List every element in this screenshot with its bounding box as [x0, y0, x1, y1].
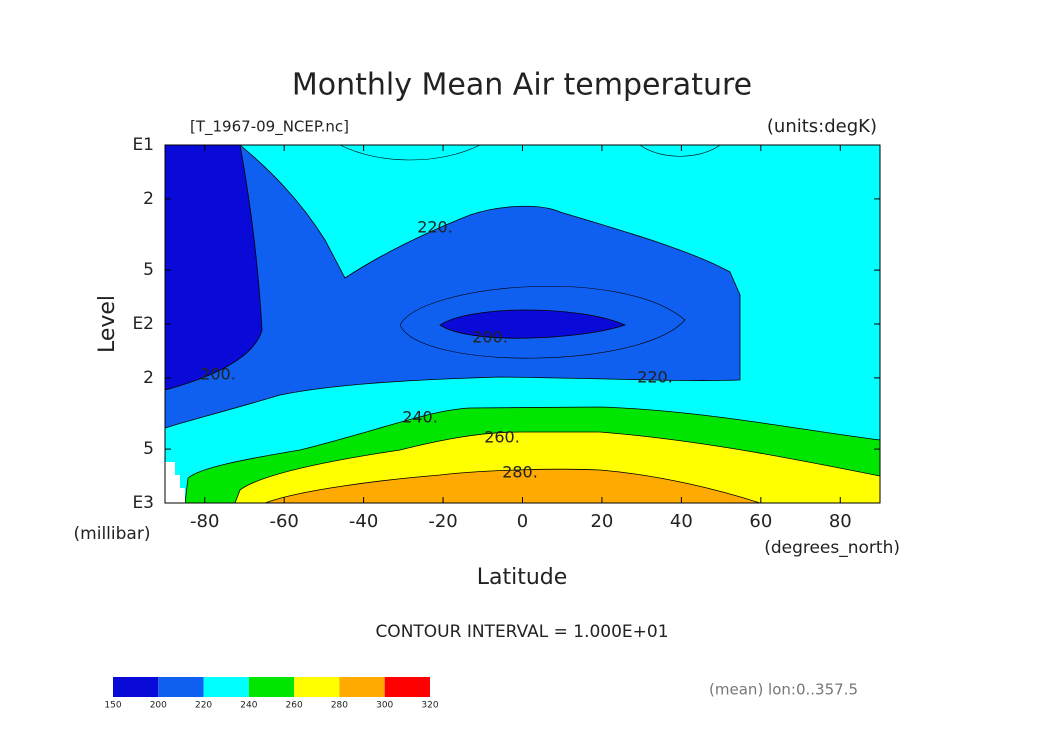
colorbar-box	[384, 677, 430, 697]
contour-label: 260.	[484, 428, 520, 447]
colorbar-box	[203, 677, 249, 697]
x-axis-label: Latitude	[477, 565, 568, 590]
axes: -80 -60 -40 -20 0 20 40 60 80 E3 5 2 E2 5 2 E1	[132, 135, 880, 532]
units-label: (units:degK)	[767, 116, 877, 137]
colorbar-label: 260	[286, 701, 303, 711]
colorbar-label: 320	[421, 701, 438, 711]
contour-region	[164, 144, 263, 391]
x-tick-label: -40	[349, 511, 378, 532]
y-units: (millibar)	[74, 524, 151, 544]
file-label: [T_1967-09_NCEP.nc]	[190, 118, 349, 137]
note: (mean) lon:0..357.5	[709, 681, 858, 699]
colorbar-label: 280	[331, 701, 348, 711]
x-tick-label: 20	[590, 511, 613, 532]
colorbar-label: 240	[240, 701, 257, 711]
colorbar-box	[248, 677, 295, 697]
x-tick-label: 40	[670, 511, 693, 532]
contour-label: 200.	[200, 365, 236, 384]
contour-label: 220.	[637, 368, 673, 387]
y-tick-label: E3	[132, 493, 154, 513]
contour-label: 280.	[502, 463, 538, 482]
contour-line	[339, 144, 721, 359]
contour-label: 200.	[472, 328, 508, 347]
contour-region	[439, 309, 627, 339]
contour-label: 240.	[402, 408, 438, 427]
colorbar-box	[294, 677, 340, 697]
colorbar-box	[339, 677, 385, 697]
contour-labels: 220. 200. 200. 220. 240. 260. 280.	[200, 218, 673, 482]
missing-data	[165, 462, 185, 503]
colorbar-box	[158, 677, 204, 697]
colorbar: 150 200 220 240 260 280 300 320	[104, 677, 439, 711]
plot-area	[164, 144, 881, 504]
y-tick-label: E1	[132, 135, 154, 155]
contour-region	[264, 468, 761, 504]
y-tick-label: 2	[143, 189, 154, 209]
contour-region	[164, 144, 741, 429]
colorbar-label: 300	[376, 701, 393, 711]
x-tick-label: 60	[749, 511, 772, 532]
y-axis-label: Level	[95, 295, 120, 353]
y-tick-label: E2	[132, 314, 154, 334]
colorbar-label: 150	[104, 701, 121, 711]
colorbar-label: 220	[195, 701, 212, 711]
x-tick-label: -60	[269, 511, 298, 532]
y-tick-label: 5	[143, 439, 154, 459]
contour-label: 220.	[417, 218, 453, 237]
x-tick-label: -80	[190, 511, 219, 532]
y-tick-label: 2	[143, 368, 154, 388]
y-tick-label: 5	[143, 260, 154, 280]
x-tick-label: 0	[517, 511, 528, 532]
x-tick-label: 80	[829, 511, 852, 532]
chart-title: Monthly Mean Air temperature	[292, 68, 752, 103]
x-tick-label: -20	[428, 511, 457, 532]
x-units: (degrees_north)	[764, 538, 900, 558]
contour-interval: CONTOUR INTERVAL = 1.000E+01	[375, 622, 668, 642]
colorbar-box	[113, 677, 159, 697]
colorbar-label: 200	[150, 701, 167, 711]
